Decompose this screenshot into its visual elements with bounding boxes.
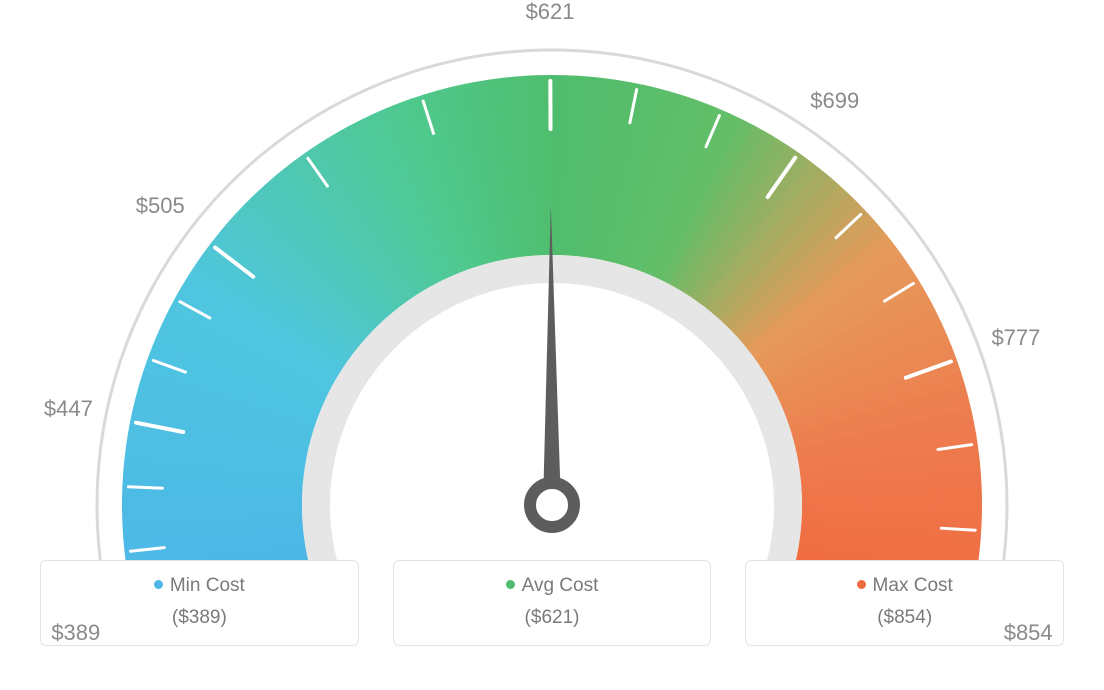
avg-cost-label: Avg Cost	[522, 575, 599, 596]
avg-cost-value: ($621)	[394, 607, 711, 629]
avg-cost-card: Avg Cost ($621)	[393, 560, 712, 646]
tick-label: $854	[1004, 620, 1053, 646]
min-cost-title: Min Cost	[41, 575, 358, 597]
tick-label: $389	[51, 620, 100, 646]
avg-cost-title: Avg Cost	[394, 575, 711, 597]
legend-row: Min Cost ($389) Avg Cost ($621) Max Cost…	[0, 560, 1104, 666]
tick-label: $505	[136, 193, 185, 219]
tick-label: $777	[991, 325, 1040, 351]
gauge-svg	[0, 0, 1104, 560]
max-cost-title: Max Cost	[746, 575, 1063, 597]
tick-label: $699	[810, 88, 859, 114]
tick-label: $447	[44, 396, 93, 422]
max-dot-icon	[857, 580, 866, 589]
avg-dot-icon	[506, 580, 515, 589]
tick-label: $621	[526, 0, 575, 25]
min-cost-label: Min Cost	[170, 575, 245, 596]
min-dot-icon	[154, 580, 163, 589]
max-cost-label: Max Cost	[873, 575, 953, 596]
gauge-chart: $389$447$505$621$699$777$854	[0, 0, 1104, 560]
needle-hub	[530, 483, 574, 527]
